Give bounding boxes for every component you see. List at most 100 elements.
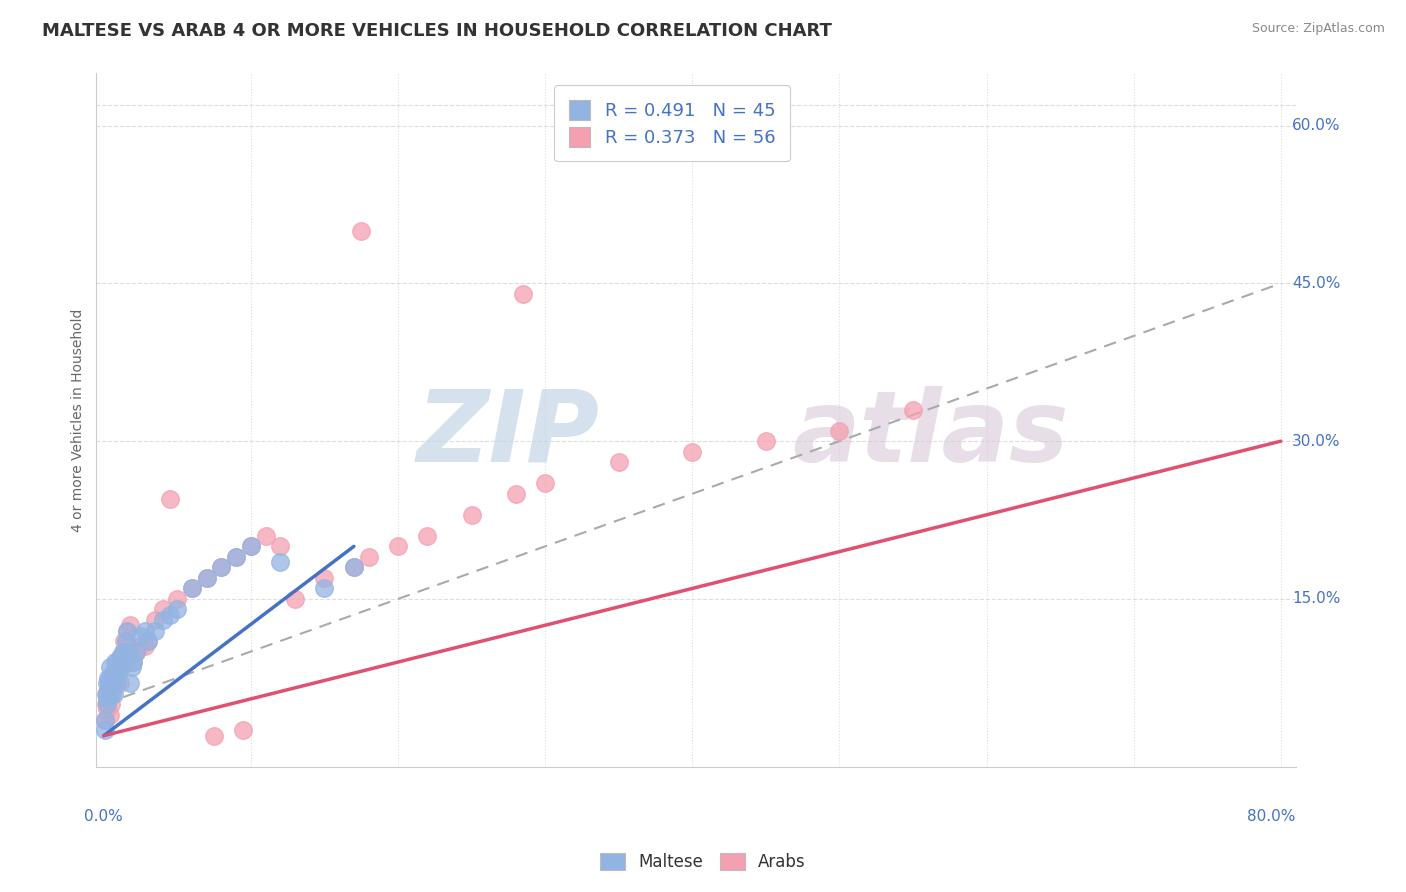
Point [108, 676, 131, 690]
Point [136, 634, 159, 648]
Point [120, 618, 142, 632]
Point [114, 634, 136, 648]
Point [357, 549, 380, 564]
Point [121, 660, 143, 674]
Point [129, 629, 152, 643]
Point [239, 540, 262, 554]
Point [110, 649, 132, 664]
Point [98, 660, 121, 674]
Point [111, 644, 134, 658]
Point [101, 671, 124, 685]
Point [105, 676, 128, 690]
Point [100, 687, 122, 701]
Text: ZIP: ZIP [418, 385, 600, 483]
Point [343, 560, 366, 574]
Text: 0.0%: 0.0% [84, 809, 124, 824]
Point [166, 602, 188, 616]
Point [152, 602, 174, 616]
Text: 60.0%: 60.0% [1292, 118, 1340, 133]
Point [97, 671, 120, 685]
Point [105, 655, 128, 669]
Point [122, 655, 145, 669]
Point [101, 676, 124, 690]
Point [269, 540, 291, 554]
Point [103, 665, 125, 680]
Text: 80.0%: 80.0% [1247, 809, 1295, 824]
Point [512, 286, 534, 301]
Point [100, 697, 122, 711]
Point [607, 455, 630, 469]
Point [755, 434, 778, 449]
Point [96, 697, 118, 711]
Point [134, 640, 156, 654]
Point [195, 571, 218, 585]
Point [94, 713, 117, 727]
Point [107, 665, 129, 680]
Point [112, 634, 135, 648]
Y-axis label: 4 or more Vehicles in Household: 4 or more Vehicles in Household [72, 309, 86, 532]
Point [97, 681, 120, 696]
Point [284, 591, 307, 606]
Point [416, 529, 439, 543]
Point [94, 687, 117, 701]
Point [136, 634, 159, 648]
Point [901, 402, 924, 417]
Point [97, 681, 120, 696]
Point [239, 540, 262, 554]
Point [98, 707, 121, 722]
Text: Source: ZipAtlas.com: Source: ZipAtlas.com [1251, 22, 1385, 36]
Point [114, 634, 136, 648]
Point [505, 487, 527, 501]
Point [159, 491, 181, 506]
Text: MALTESE VS ARAB 4 OR MORE VEHICLES IN HOUSEHOLD CORRELATION CHART: MALTESE VS ARAB 4 OR MORE VEHICLES IN HO… [42, 22, 832, 40]
Point [534, 476, 557, 491]
Point [125, 644, 148, 658]
Point [118, 644, 141, 658]
Point [209, 560, 232, 574]
Point [828, 424, 851, 438]
Point [159, 607, 181, 622]
Point [143, 613, 166, 627]
Point [111, 644, 134, 658]
Point [104, 676, 127, 690]
Point [129, 640, 152, 654]
Point [350, 224, 373, 238]
Point [94, 723, 117, 738]
Text: 45.0%: 45.0% [1292, 276, 1340, 291]
Point [108, 649, 131, 664]
Point [181, 582, 204, 596]
Point [96, 676, 118, 690]
Point [98, 671, 121, 685]
Point [97, 676, 120, 690]
Point [343, 560, 366, 574]
Point [681, 444, 703, 458]
Text: 30.0%: 30.0% [1292, 434, 1340, 449]
Point [97, 692, 120, 706]
Point [232, 723, 254, 738]
Point [314, 582, 336, 596]
Point [254, 529, 277, 543]
Point [202, 729, 225, 743]
Point [143, 624, 166, 638]
Point [112, 655, 135, 669]
Point [104, 655, 127, 669]
Point [225, 549, 247, 564]
Point [94, 713, 117, 727]
Point [195, 571, 218, 585]
Point [152, 613, 174, 627]
Point [103, 687, 125, 701]
Point [122, 655, 145, 669]
Point [101, 671, 124, 685]
Point [460, 508, 482, 522]
Point [107, 660, 129, 674]
Point [98, 681, 121, 696]
Point [166, 591, 188, 606]
Legend: Maltese, Arabs: Maltese, Arabs [592, 845, 814, 880]
Point [94, 697, 117, 711]
Point [387, 540, 409, 554]
Point [125, 644, 148, 658]
Legend: R = 0.491   N = 45, R = 0.373   N = 56: R = 0.491 N = 45, R = 0.373 N = 56 [554, 86, 790, 161]
Point [101, 687, 124, 701]
Point [134, 624, 156, 638]
Point [96, 702, 118, 716]
